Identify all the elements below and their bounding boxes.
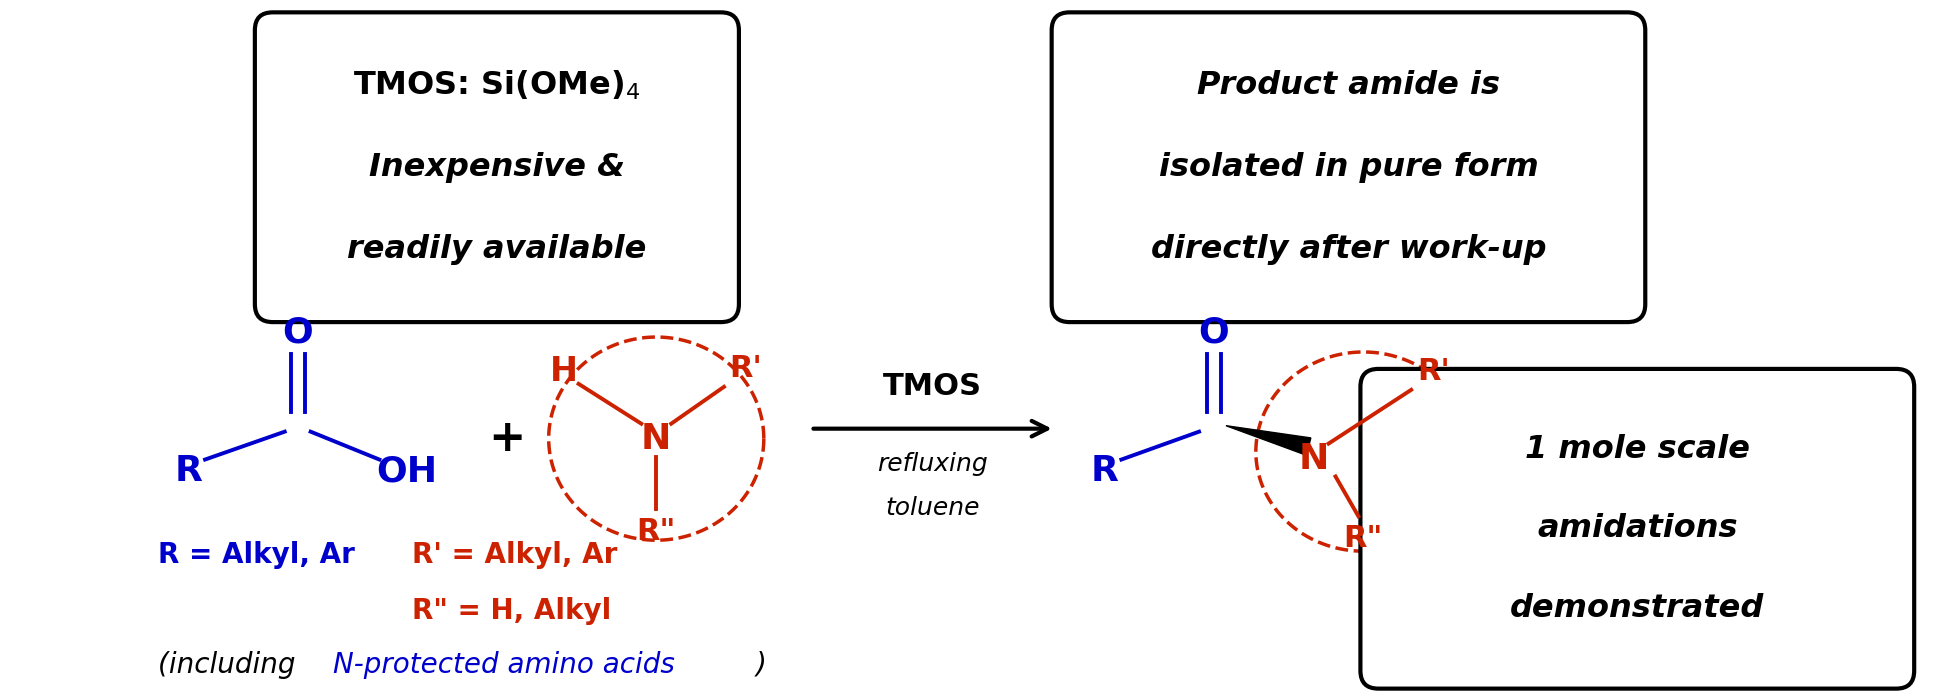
Text: OH: OH — [377, 455, 437, 489]
Text: O: O — [1199, 315, 1230, 349]
Text: (including: (including — [159, 651, 306, 679]
Text: R': R' — [729, 355, 762, 383]
Text: R': R' — [1418, 357, 1449, 387]
Text: isolated in pure form: isolated in pure form — [1158, 152, 1538, 183]
Text: N-protected amino acids: N-protected amino acids — [333, 651, 675, 679]
Text: H: H — [549, 355, 578, 389]
FancyBboxPatch shape — [255, 12, 739, 322]
Text: N: N — [1298, 441, 1329, 475]
Text: R": R" — [636, 517, 677, 545]
Text: 1 mole scale: 1 mole scale — [1524, 434, 1750, 465]
Polygon shape — [1226, 425, 1311, 455]
Text: R: R — [1091, 455, 1118, 489]
Text: TMOS: TMOS — [884, 373, 982, 401]
Text: refluxing: refluxing — [878, 452, 988, 475]
Text: R: R — [174, 455, 201, 489]
Text: readily available: readily available — [348, 234, 646, 265]
FancyBboxPatch shape — [1052, 12, 1646, 322]
Text: amidations: amidations — [1538, 514, 1737, 544]
Text: directly after work-up: directly after work-up — [1151, 234, 1545, 265]
Text: toluene: toluene — [886, 496, 981, 520]
Text: Inexpensive &: Inexpensive & — [369, 152, 625, 183]
Text: R = Alkyl, Ar: R = Alkyl, Ar — [159, 541, 356, 569]
Text: +: + — [487, 417, 526, 460]
Text: Product amide is: Product amide is — [1197, 69, 1501, 101]
Text: N: N — [640, 422, 671, 456]
Text: R" = H, Alkyl: R" = H, Alkyl — [412, 597, 611, 625]
Text: O: O — [282, 315, 313, 349]
Text: demonstrated: demonstrated — [1510, 593, 1764, 624]
Text: R": R" — [1344, 524, 1383, 552]
Text: TMOS: Si(OMe)$_4$: TMOS: Si(OMe)$_4$ — [354, 68, 640, 102]
Text: R' = Alkyl, Ar: R' = Alkyl, Ar — [412, 541, 617, 569]
FancyBboxPatch shape — [1360, 369, 1915, 688]
Text: ): ) — [756, 651, 766, 679]
